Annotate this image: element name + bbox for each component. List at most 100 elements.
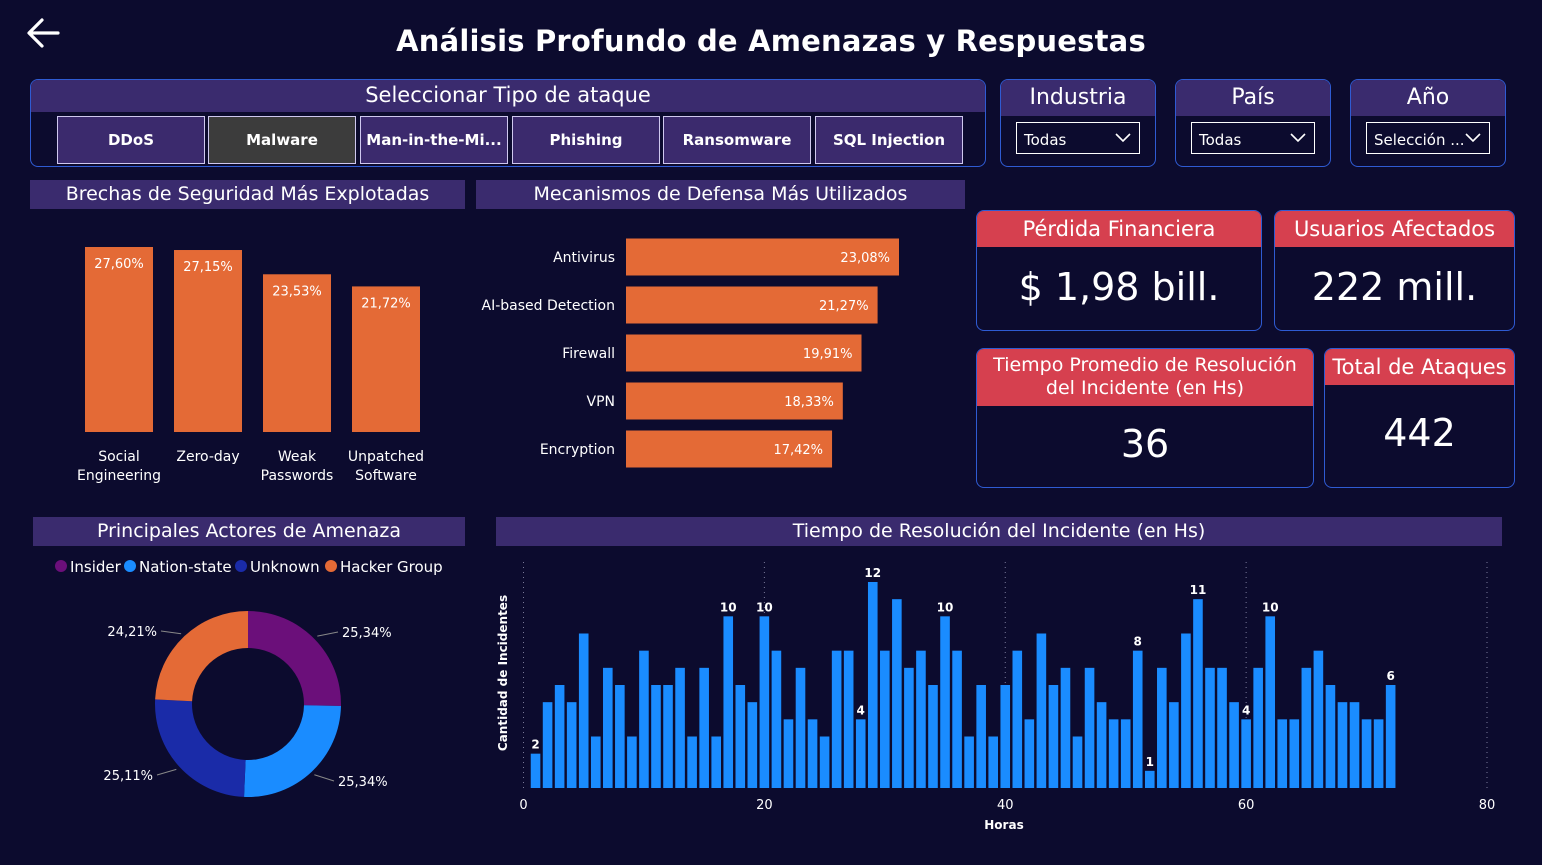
histogram-bar[interactable] (940, 616, 950, 788)
histogram-bar[interactable] (1241, 719, 1251, 788)
donut-slice[interactable] (155, 699, 246, 797)
histogram-bar[interactable] (1361, 719, 1372, 788)
breach-bar[interactable] (352, 286, 420, 432)
donut-slice[interactable] (155, 611, 248, 702)
histogram-bar[interactable] (1277, 719, 1288, 788)
histogram-bar[interactable] (1373, 719, 1384, 788)
histogram-bar[interactable] (928, 685, 938, 788)
histogram-bar[interactable] (952, 650, 962, 788)
histogram-bar[interactable] (1120, 719, 1131, 788)
legend-label[interactable]: Unknown (250, 558, 320, 576)
histogram-bar[interactable] (554, 685, 565, 788)
histogram-bar[interactable] (627, 736, 637, 789)
histogram-bar[interactable] (759, 616, 770, 788)
histogram-bar[interactable] (1024, 719, 1035, 788)
histogram-bar[interactable] (651, 685, 661, 788)
histogram-bar[interactable] (711, 736, 721, 789)
chip-ransomware[interactable]: Ransomware (663, 116, 811, 164)
histogram-bar[interactable] (687, 736, 697, 789)
defense-bar[interactable] (626, 382, 843, 420)
histogram-bar[interactable] (1205, 667, 1215, 788)
histogram-bar[interactable] (831, 650, 842, 788)
histogram-bar[interactable] (1385, 685, 1396, 788)
histogram-bar[interactable] (603, 667, 613, 788)
histogram-bar[interactable] (578, 633, 589, 789)
histogram-bar[interactable] (916, 650, 926, 788)
histogram-bar[interactable] (1060, 667, 1071, 788)
histogram-bar[interactable] (1265, 616, 1276, 788)
histogram-bar[interactable] (1181, 633, 1191, 789)
histogram-bar[interactable] (867, 582, 878, 788)
histogram-bar[interactable] (904, 667, 914, 788)
histogram-bar[interactable] (1096, 702, 1107, 788)
chip-phishing[interactable]: Phishing (512, 116, 660, 164)
histogram-bar[interactable] (1169, 702, 1179, 788)
legend-label[interactable]: Insider (70, 558, 122, 576)
histogram-bar[interactable] (843, 650, 854, 788)
histogram-bar[interactable] (819, 736, 830, 789)
histogram-bar[interactable] (1012, 650, 1023, 788)
breach-bar[interactable] (174, 250, 242, 432)
chip-sql-injection[interactable]: SQL Injection (815, 116, 963, 164)
histogram-bar[interactable] (1229, 702, 1239, 788)
histogram-bar[interactable] (747, 702, 758, 788)
histogram-bar[interactable] (1301, 667, 1312, 788)
histogram-bar[interactable] (855, 719, 866, 788)
donut-slice[interactable] (248, 611, 342, 706)
histogram-bar[interactable] (771, 650, 782, 788)
histogram-bar[interactable] (988, 736, 999, 789)
donut-slice[interactable] (244, 705, 341, 797)
histogram-bar[interactable] (1000, 685, 1011, 788)
defense-bar[interactable] (626, 238, 899, 276)
histogram-bar[interactable] (1108, 719, 1119, 788)
histogram-bar[interactable] (880, 650, 890, 788)
histogram-bar[interactable] (1325, 685, 1336, 788)
defense-bar[interactable] (626, 334, 862, 372)
back-arrow-icon[interactable] (22, 12, 66, 52)
histogram-bar[interactable] (1036, 633, 1047, 789)
chip-man-in-the-middle[interactable]: Man-in-the-Mi... (360, 116, 508, 164)
histogram-bar[interactable] (783, 719, 794, 788)
histogram-bar[interactable] (735, 685, 746, 788)
histogram-bar[interactable] (1084, 667, 1095, 788)
histogram-bar[interactable] (1193, 599, 1203, 788)
histogram-bar[interactable] (1072, 736, 1083, 789)
histogram-bar[interactable] (1313, 650, 1324, 788)
breach-bar[interactable] (85, 247, 153, 432)
defense-bar-label: 17,42% (773, 443, 823, 458)
defense-bar[interactable] (626, 430, 833, 468)
histogram-bar[interactable] (1253, 667, 1263, 788)
histogram-bar[interactable] (1289, 719, 1300, 788)
chip-ddos[interactable]: DDoS (57, 116, 205, 164)
histogram-bar[interactable] (1132, 650, 1143, 788)
legend-label[interactable]: Nation-state (139, 558, 232, 576)
histogram-bar[interactable] (723, 616, 734, 788)
anio-dropdown[interactable]: Selección ... (1366, 122, 1490, 154)
histogram-bar[interactable] (566, 702, 577, 788)
histogram-bar[interactable] (1048, 685, 1059, 788)
breach-bar[interactable] (263, 274, 331, 432)
histogram-bar[interactable] (892, 599, 902, 788)
industria-dropdown[interactable]: Todas (1016, 122, 1140, 154)
histogram-bar[interactable] (699, 667, 709, 788)
histogram-bar[interactable] (639, 650, 649, 788)
pais-dropdown[interactable]: Todas (1191, 122, 1315, 154)
histogram-bar[interactable] (615, 685, 625, 788)
histogram-bar[interactable] (1337, 702, 1348, 788)
defense-bar[interactable] (626, 286, 878, 324)
chip-malware[interactable]: Malware (208, 116, 356, 164)
histogram-bar[interactable] (590, 736, 601, 789)
histogram-bar[interactable] (964, 736, 974, 789)
histogram-bar[interactable] (530, 753, 541, 788)
histogram-bar[interactable] (1157, 667, 1167, 788)
histogram-bar[interactable] (663, 685, 673, 788)
histogram-bar[interactable] (976, 685, 986, 788)
histogram-bar[interactable] (1349, 702, 1360, 788)
histogram-bar[interactable] (675, 667, 685, 788)
histogram-bar[interactable] (807, 719, 818, 788)
histogram-bar[interactable] (1144, 770, 1155, 788)
legend-label[interactable]: Hacker Group (340, 558, 443, 576)
histogram-bar[interactable] (795, 667, 806, 788)
histogram-bar[interactable] (1217, 667, 1227, 788)
histogram-bar[interactable] (542, 702, 553, 788)
